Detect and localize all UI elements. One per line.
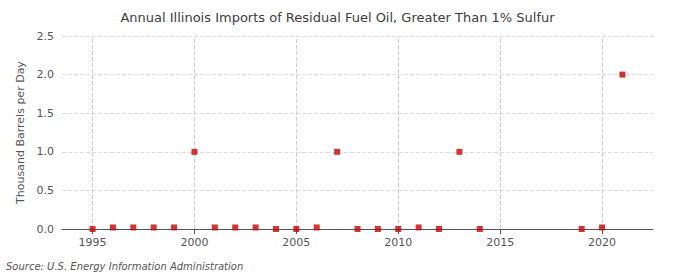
svg-text:2005: 2005 bbox=[282, 236, 310, 249]
svg-text:1.0: 1.0 bbox=[37, 145, 55, 158]
svg-text:1.5: 1.5 bbox=[37, 107, 55, 120]
svg-text:0.0: 0.0 bbox=[37, 223, 55, 236]
svg-text:Annual Illinois Imports of Res: Annual Illinois Imports of Residual Fuel… bbox=[120, 10, 555, 25]
svg-text:Thousand Barrels per Day: Thousand Barrels per Day bbox=[14, 61, 27, 205]
svg-text:2020: 2020 bbox=[588, 236, 616, 249]
svg-text:2000: 2000 bbox=[180, 236, 208, 249]
svg-text:0.5: 0.5 bbox=[37, 184, 55, 197]
svg-text:1995: 1995 bbox=[79, 236, 107, 249]
svg-text:2.5: 2.5 bbox=[37, 30, 55, 43]
svg-text:2.0: 2.0 bbox=[37, 68, 55, 81]
svg-text:Source: U.S. Energy Informatio: Source: U.S. Energy Information Administ… bbox=[6, 261, 243, 272]
svg-text:2010: 2010 bbox=[384, 236, 412, 249]
svg-text:2015: 2015 bbox=[486, 236, 514, 249]
